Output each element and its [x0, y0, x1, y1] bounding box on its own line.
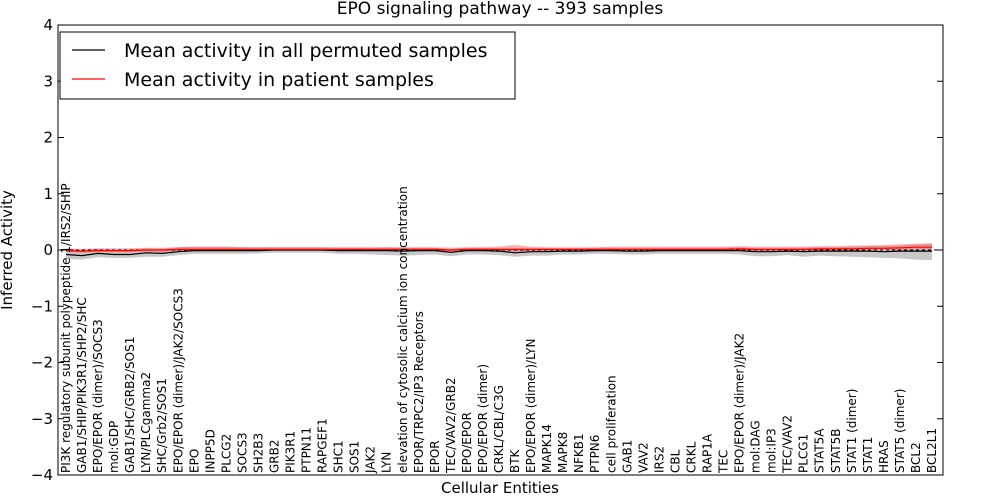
x-tick-label: SOCS3 [235, 432, 249, 473]
x-tick-label: cell proliferation [604, 375, 618, 473]
x-tick-label: BCL2 [909, 442, 923, 473]
x-tick-label: EPOR/TRPC2/IP3 Receptors [412, 311, 426, 473]
x-tick-label: STAT5B [829, 429, 843, 474]
x-tick-label: PLCG1 [797, 434, 811, 473]
x-tick-label: mol:DAG [749, 420, 763, 473]
x-tick-label: PLCG2 [219, 434, 233, 473]
x-tick-label: JAK2 [364, 446, 378, 474]
x-tick-label: MAPK14 [540, 424, 554, 473]
x-tick-label: INPP5D [203, 429, 217, 473]
y-tick-label: −3 [31, 410, 53, 428]
x-tick-label: EPOR [428, 440, 442, 473]
series-line-0 [65, 249, 932, 257]
y-tick-label: 1 [43, 185, 53, 203]
x-tick-label: VAV2 [636, 442, 650, 473]
chart-title: EPO signaling pathway -- 393 samples [337, 0, 664, 19]
x-tick-label: IRS2 [652, 446, 666, 473]
x-tick-label: RAP1A [701, 433, 715, 473]
y-tick-label: −1 [31, 297, 53, 315]
series-line-1 [65, 246, 932, 252]
x-tick-label: GAB1/SHIP/PIK3R1/SHP2/SHC [75, 297, 89, 473]
band-series-0 [66, 243, 932, 261]
x-tick-label: EPO/EPOR (dimer) [476, 364, 490, 473]
x-tick-label: TEC [717, 450, 731, 474]
y-tick-label: 4 [43, 16, 53, 34]
x-tick-label: EPO/EPOR (dimer)/LYN [524, 339, 538, 473]
x-tick-label: STAT5 (dimer) [893, 389, 907, 473]
x-tick-label: PTPN6 [588, 435, 602, 473]
x-tick-label: SHC/Grb2/SOS1 [155, 378, 169, 473]
x-tick-label: LYN/PLCgamma2 [139, 372, 153, 473]
y-tick-label: 2 [43, 129, 53, 147]
x-tick-label: TEC/VAV2 [781, 415, 795, 474]
y-tick-label: −2 [31, 354, 53, 372]
x-tick-label: EPO/EPOR (dimer)/SOCS3 [91, 319, 105, 473]
x-axis-label: Cellular Entities [441, 479, 559, 497]
x-tick-label: BCL2L1 [925, 428, 939, 473]
x-tick-label: GAB1/SHC/GRB2/SOS1 [123, 337, 137, 473]
legend-box [59, 31, 516, 100]
x-tick-label: SOS1 [348, 441, 362, 473]
x-tick-label: CBL [668, 449, 682, 473]
x-tick-label: STAT5A [813, 428, 827, 473]
y-axis-ticks: −4 −3 −2 −1 0 1 2 3 4 [31, 16, 943, 484]
series-lines [65, 246, 932, 257]
x-tick-label: EPO [187, 449, 201, 473]
x-tick-label: STAT1 [861, 437, 875, 473]
x-tick-label: SHC1 [332, 440, 346, 473]
x-tick-label: elevation of cytosolic calcium ion conce… [396, 186, 410, 473]
x-tick-label: CRKL [684, 441, 698, 473]
x-tick-label: PI3K regulatory subunit polypeptide 1/IR… [59, 183, 73, 473]
x-tick-label: mol:IP3 [765, 428, 779, 473]
x-tick-label: BTK [508, 448, 522, 473]
legend: Mean activity in all permuted samples Me… [59, 31, 516, 100]
x-tick-labels: PI3K regulatory subunit polypeptide 1/IR… [59, 183, 939, 474]
x-tick-label: GAB1 [620, 440, 634, 473]
y-tick-label: 3 [43, 72, 53, 90]
y-axis-label: Inferred Activity [0, 190, 16, 310]
x-tick-label: PIK3R1 [284, 431, 298, 473]
x-tick-label: EPO/EPOR [460, 412, 474, 473]
x-tick-label: EPO/EPOR (dimer)/JAK2/SOCS3 [171, 288, 185, 473]
x-tick-label: RAPGEF1 [316, 418, 330, 473]
x-tick-label: STAT1 (dimer) [845, 389, 859, 473]
legend-label-permuted: Mean activity in all permuted samples [124, 40, 487, 62]
x-tick-label: TEC/VAV2/GRB2 [444, 377, 458, 474]
x-tick-label: HRAS [877, 440, 891, 473]
x-tick-label: CRKL/CBL/C3G [492, 385, 506, 473]
x-tick-label: NFKB1 [572, 433, 586, 473]
x-tick-label: GRB2 [268, 439, 282, 473]
y-tick-label: −4 [31, 466, 53, 484]
x-tick-label: SH2B3 [251, 433, 265, 473]
x-tick-label: LYN [380, 452, 394, 473]
legend-label-patient: Mean activity in patient samples [124, 69, 434, 91]
x-tick-label: EPO/EPOR (dimer)/JAK2 [733, 333, 747, 473]
x-tick-label: MAPK8 [556, 432, 570, 473]
x-tick-label: PTPN11 [300, 427, 314, 473]
y-tick-label: 0 [43, 241, 53, 259]
x-tick-label: mol:GDP [107, 421, 121, 473]
